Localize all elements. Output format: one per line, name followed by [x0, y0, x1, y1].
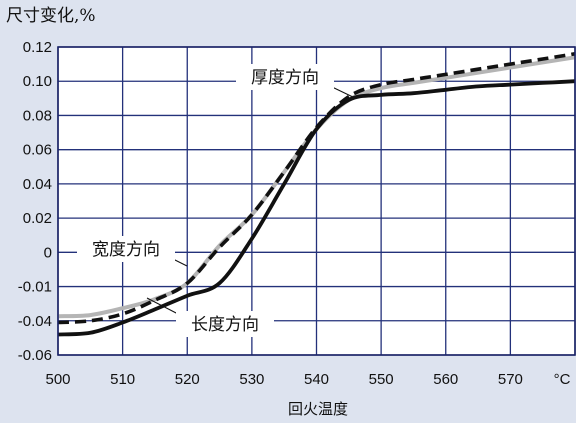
y-tick-label: 0.06	[23, 142, 52, 159]
series-line-3	[57, 79, 576, 337]
annotation-label: 长度方向	[191, 315, 259, 335]
annotation-label: 厚度方向	[251, 68, 319, 88]
x-tick-label: 500	[45, 371, 70, 388]
y-tick-label: 0.02	[23, 210, 52, 227]
x-tick-label: 550	[369, 371, 394, 388]
y-axis-title: 尺寸变化,%	[6, 6, 96, 26]
y-tick-label: -0.01	[18, 279, 52, 296]
annotation-leader	[329, 85, 356, 99]
x-tick-label: 520	[175, 371, 200, 388]
annotation-leader	[146, 297, 181, 316]
plot-frame	[57, 46, 576, 356]
x-tick-label: 560	[433, 371, 458, 388]
annotation-label: 宽度方向	[92, 240, 160, 260]
y-tick-label: 0.10	[23, 73, 52, 90]
y-tick-label: 0.04	[23, 176, 52, 193]
plot-area: 0.12 0.10 0.08 0.06 0.04 0.02 0 -0.01 -0.04 -0.06…	[18, 39, 576, 388]
annotation-box	[77, 236, 175, 262]
y-tick-label: -0.04	[18, 313, 52, 330]
y-tick-label: 0.08	[23, 107, 52, 124]
x-tick-label: 540	[304, 371, 329, 388]
x-tick-label: 570	[498, 371, 523, 388]
annotation-box	[176, 311, 274, 337]
y-tick-label: -0.06	[18, 347, 52, 364]
x-tick-label: 510	[110, 371, 135, 388]
x-axis-title: 回火温度	[288, 400, 348, 418]
y-tick-label: 0	[44, 244, 52, 261]
annotation-box	[236, 64, 334, 90]
y-tick-label: 0.12	[23, 39, 52, 56]
x-axis-unit: °C	[554, 371, 571, 388]
x-tick-label: 530	[239, 371, 264, 388]
